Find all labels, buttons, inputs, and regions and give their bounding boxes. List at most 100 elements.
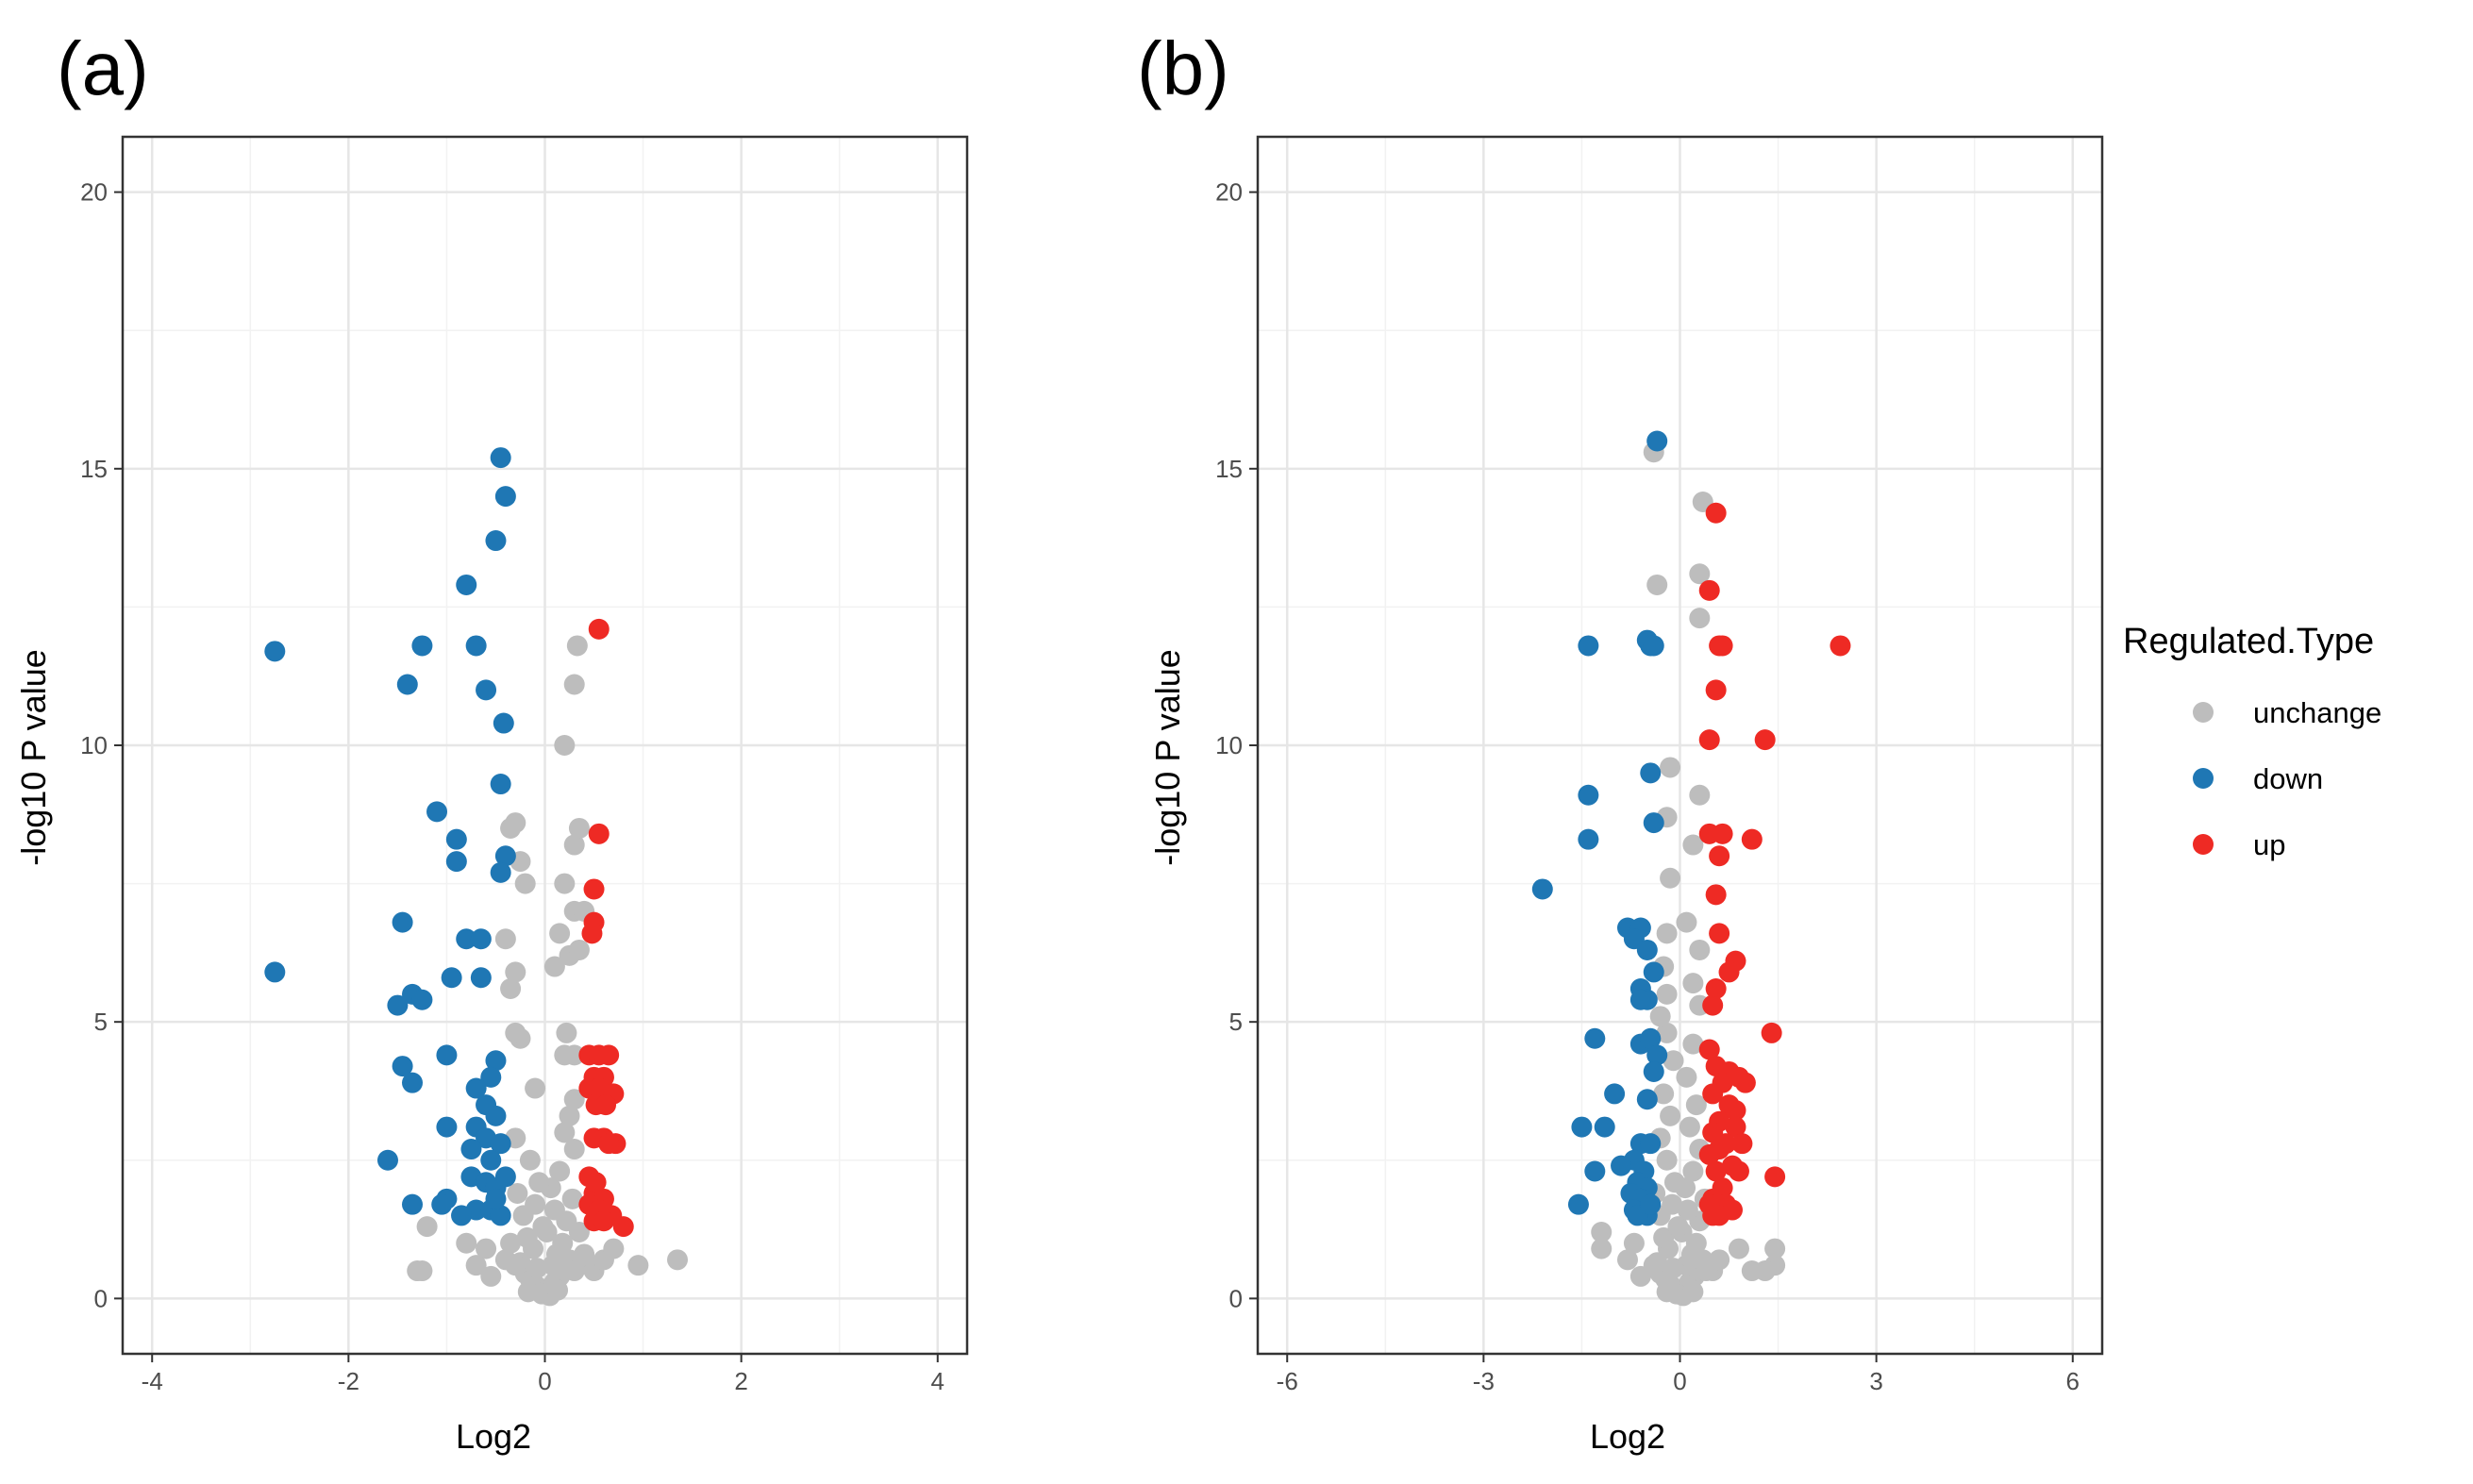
- panel-a-point-down: [485, 1188, 507, 1209]
- panel-a-point-down: [426, 801, 448, 823]
- panel-a-y-tick-label: 20: [80, 178, 108, 207]
- panel-b-point-up: [1734, 1072, 1756, 1093]
- panel-b-point-unchange: [1685, 1094, 1707, 1116]
- panel-b-x-tick-label: 0: [1673, 1367, 1686, 1395]
- panel-a-point-unchange: [568, 939, 590, 960]
- panel-b-point-up: [1698, 1039, 1720, 1060]
- panel-a-point-unchange: [666, 1249, 688, 1271]
- panel-a-point-down: [476, 679, 497, 701]
- panel-b-point-unchange: [1656, 1022, 1678, 1043]
- panel-a-point-unchange: [563, 674, 585, 695]
- panel-b-point-down: [1643, 812, 1664, 834]
- panel-b-point-unchange: [1709, 1249, 1730, 1271]
- panel-b-point-unchange: [1728, 1238, 1749, 1259]
- panel-b-point-unchange: [1689, 784, 1711, 806]
- legend-key-up: [2193, 834, 2214, 855]
- panel-a-point-down: [436, 1044, 458, 1066]
- panel-b-point-down: [1629, 989, 1651, 1010]
- panel-a-point-unchange: [563, 834, 585, 856]
- panel-b-point-up: [1702, 1083, 1724, 1105]
- panel-b-point-unchange: [1656, 1281, 1678, 1303]
- panel-a-point-unchange: [627, 1255, 649, 1276]
- panel-a-point-down: [480, 1149, 502, 1171]
- panel-b-point-up: [1702, 994, 1724, 1016]
- panel-a-point-up: [593, 1210, 614, 1232]
- panel-b-point-down: [1646, 430, 1668, 452]
- panel-a-point-down: [264, 961, 286, 983]
- panel-a-point-unchange: [500, 817, 522, 839]
- panel-a-point-unchange: [465, 1255, 487, 1276]
- panel-b-point-down: [1571, 1116, 1593, 1138]
- panel-a-point-unchange: [563, 1139, 585, 1160]
- panel-b-point-down: [1578, 828, 1599, 850]
- panel-a-point-up: [581, 923, 603, 944]
- panel-a-point-unchange: [407, 1260, 428, 1282]
- panel-b-point-up: [1718, 961, 1740, 983]
- panel-b-point-up: [1761, 1022, 1782, 1043]
- panel-b-point-unchange: [1667, 1216, 1689, 1238]
- panel-b-point-up: [1725, 1116, 1746, 1138]
- panel-a-point-unchange: [568, 817, 590, 839]
- panel-b-y-axis-title: -log10 P value: [1148, 649, 1187, 866]
- panel-b-point-unchange: [1660, 867, 1681, 889]
- panel-a-x-tick-label: -4: [142, 1367, 163, 1395]
- panel-b-point-unchange: [1649, 1006, 1671, 1027]
- panel-a-point-down: [485, 1105, 507, 1126]
- panel-a-point-down: [490, 774, 511, 795]
- panel-a-point-down: [392, 1056, 413, 1077]
- panel-a-point-unchange: [563, 1044, 585, 1066]
- panel-b-point-down: [1640, 1193, 1662, 1215]
- panel-b-point-up: [1754, 729, 1776, 751]
- panel-a-point-unchange: [480, 1265, 502, 1287]
- panel-a-point-down: [494, 486, 516, 508]
- panel-b-point-down: [1636, 939, 1658, 960]
- panel-b-point-unchange: [1591, 1222, 1612, 1242]
- panel-b-point-up: [1709, 923, 1730, 944]
- panel-a-point-unchange: [543, 956, 565, 977]
- panel-b-y-tick-label: 5: [1229, 1008, 1243, 1036]
- panel-b-point-up: [1830, 635, 1851, 657]
- panel-b-point-down: [1640, 1027, 1662, 1049]
- legend: Regulated.Type unchange down up: [2123, 622, 2381, 861]
- panel-b-point-down: [1578, 635, 1599, 657]
- panel-a-point-unchange: [554, 1122, 576, 1143]
- panel-a-y-tick-label: 15: [80, 455, 108, 483]
- panel-a-point-unchange: [456, 1232, 477, 1254]
- panel-b-x-tick-label: -3: [1473, 1367, 1495, 1395]
- panel-a-point-up: [598, 1133, 620, 1155]
- panel-b-point-unchange: [1682, 973, 1704, 994]
- panel-b-point-unchange: [1616, 1249, 1638, 1271]
- panel-b-point-down: [1643, 1060, 1664, 1082]
- panel-a-point-up: [588, 823, 610, 844]
- panel-a-point-up: [598, 1044, 620, 1066]
- panel-a-point-unchange: [500, 978, 522, 999]
- panel-a-point-down: [387, 994, 409, 1016]
- panel-a-point-unchange: [525, 1077, 546, 1099]
- panel-a-point-up: [612, 1216, 634, 1238]
- panel-a-point-down: [445, 851, 467, 873]
- panel-b-point-up: [1698, 1143, 1720, 1165]
- panel-b-y-tick-label: 0: [1229, 1284, 1243, 1312]
- panel-b-point-down: [1643, 961, 1664, 983]
- panel-b-point-up: [1698, 729, 1720, 751]
- panel-a-point-up: [583, 878, 605, 900]
- legend-key-unchange: [2193, 702, 2214, 723]
- panel-a-point-unchange: [494, 1249, 516, 1271]
- panel-a-point-unchange: [526, 1258, 548, 1279]
- panel-b-point-unchange: [1660, 757, 1681, 778]
- panel-a: (a) -4 -2 0 2 4 0 5 10 15 20 Log2 -log10 P value: [14, 26, 969, 1456]
- panel-b-point-unchange: [1656, 983, 1678, 1005]
- panel-b-point-down: [1567, 1193, 1589, 1215]
- panel-a-point-unchange: [514, 873, 536, 894]
- panel-a-point-unchange: [549, 923, 571, 944]
- panel-b-x-tick-label: 3: [1869, 1367, 1882, 1395]
- panel-b-point-unchange: [1653, 1226, 1675, 1248]
- panel-b-y-tick-label: 10: [1215, 731, 1243, 759]
- panel-b-point-unchange: [1623, 1232, 1645, 1254]
- panel-a-point-unchange: [507, 1182, 528, 1204]
- panel-a-point-unchange: [519, 1149, 541, 1171]
- panel-a-point-down: [480, 1066, 502, 1088]
- panel-b-point-unchange: [1676, 1066, 1697, 1088]
- panel-a-point-down: [431, 1193, 453, 1215]
- panel-b-point-up: [1709, 845, 1730, 867]
